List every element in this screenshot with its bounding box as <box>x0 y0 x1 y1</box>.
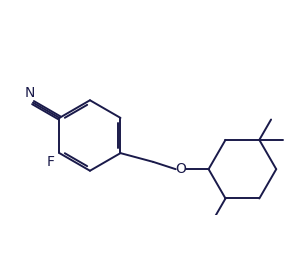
Text: N: N <box>25 86 35 100</box>
Text: F: F <box>47 154 55 169</box>
Text: O: O <box>175 162 186 176</box>
